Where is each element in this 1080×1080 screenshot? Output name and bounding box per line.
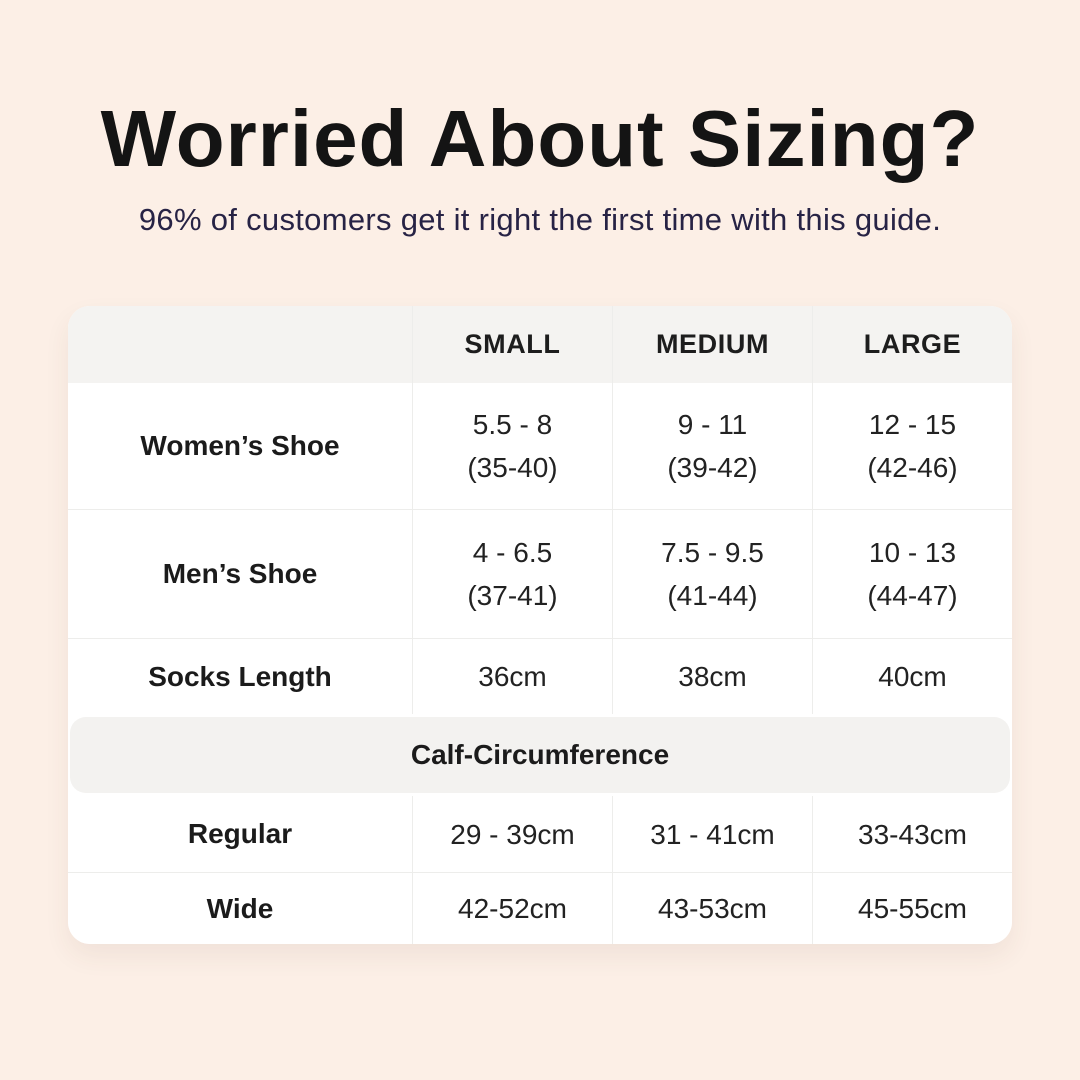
header-cell-small: SMALL	[412, 306, 612, 384]
table-cell-medium: 43-53cm	[612, 873, 812, 945]
table-cell-large: 40cm	[812, 639, 1012, 715]
cell-line: (39-42)	[667, 452, 758, 484]
row-label: Women’s Shoe	[140, 430, 340, 462]
cell-line: (41-44)	[667, 580, 758, 612]
table-header-row: SMALL MEDIUM LARGE	[68, 306, 1012, 384]
cell-line: 38cm	[678, 661, 747, 693]
table-cell-large: 33-43cm	[812, 796, 1012, 873]
table-cell-large: 45-55cm	[812, 873, 1012, 945]
table-cell-small: 5.5 - 8 (35-40)	[412, 383, 612, 510]
table-cell-large: 10 - 13 (44-47)	[812, 510, 1012, 639]
header-cell-medium: MEDIUM	[612, 306, 812, 384]
cell-line: 7.5 - 9.5	[661, 537, 764, 568]
cell-line: 12 - 15	[868, 409, 957, 440]
cell-line: 36cm	[478, 661, 547, 693]
cell-line: (37-41)	[467, 580, 558, 612]
cell-line: 42-52cm	[458, 893, 567, 925]
cell-line: 5.5 - 8	[472, 409, 553, 440]
cell-line: 40cm	[878, 661, 947, 693]
table-row-mens-shoe: Men’s Shoe 4 - 6.5 (37-41) 7.5 - 9.5 (41…	[68, 509, 1012, 639]
cell-line: 31 - 41cm	[650, 818, 775, 850]
row-label: Men’s Shoe	[162, 558, 318, 590]
row-label: Regular	[187, 818, 293, 850]
table-cell-small: 4 - 6.5 (37-41)	[412, 510, 612, 639]
table-cell-small: 29 - 39cm	[412, 796, 612, 873]
table-cell-medium: 38cm	[612, 639, 812, 715]
cell-line: 10 - 13	[868, 537, 957, 568]
table-row-wide: Wide 42-52cm 43-53cm 45-55cm	[68, 872, 1012, 945]
cell-line: 4 - 6.5	[472, 537, 553, 568]
row-label: Wide	[206, 892, 274, 924]
table-cell-small: 42-52cm	[412, 873, 612, 945]
cell-line: (44-47)	[867, 580, 958, 612]
section-header-calf-circumference: Calf-Circumference	[70, 717, 1010, 794]
table-cell-large: 12 - 15 (42-46)	[812, 383, 1012, 510]
cell-line: (42-46)	[867, 452, 958, 484]
cell-line: 9 - 11	[677, 409, 748, 440]
row-label: Socks Length	[148, 660, 332, 692]
page-title: Worried About Sizing?	[100, 94, 980, 183]
table-cell-medium: 9 - 11 (39-42)	[612, 383, 812, 510]
hero-section: Worried About Sizing? 96% of customers g…	[0, 0, 1080, 238]
cell-line: (35-40)	[467, 452, 558, 484]
header-cell-empty	[68, 306, 412, 383]
cell-line: 29 - 39cm	[450, 818, 575, 850]
table-cell-small: 36cm	[412, 639, 612, 715]
table-cell-medium: 31 - 41cm	[612, 796, 812, 873]
header-cell-large: LARGE	[812, 306, 1012, 384]
table-row-regular: Regular 29 - 39cm 31 - 41cm 33-43cm	[68, 796, 1012, 873]
table-row-socks-length: Socks Length 36cm 38cm 40cm	[68, 638, 1012, 715]
size-table: SMALL MEDIUM LARGE Women’s Shoe 5.5 - 8 …	[68, 306, 1012, 945]
table-cell-medium: 7.5 - 9.5 (41-44)	[612, 510, 812, 639]
table-row-womens-shoe: Women’s Shoe 5.5 - 8 (35-40) 9 - 11 (39-…	[68, 383, 1012, 510]
page-subtitle: 96% of customers get it right the first …	[138, 202, 942, 238]
cell-line: 43-53cm	[658, 893, 767, 925]
cell-line: 33-43cm	[858, 818, 967, 850]
cell-line: 45-55cm	[858, 893, 967, 925]
